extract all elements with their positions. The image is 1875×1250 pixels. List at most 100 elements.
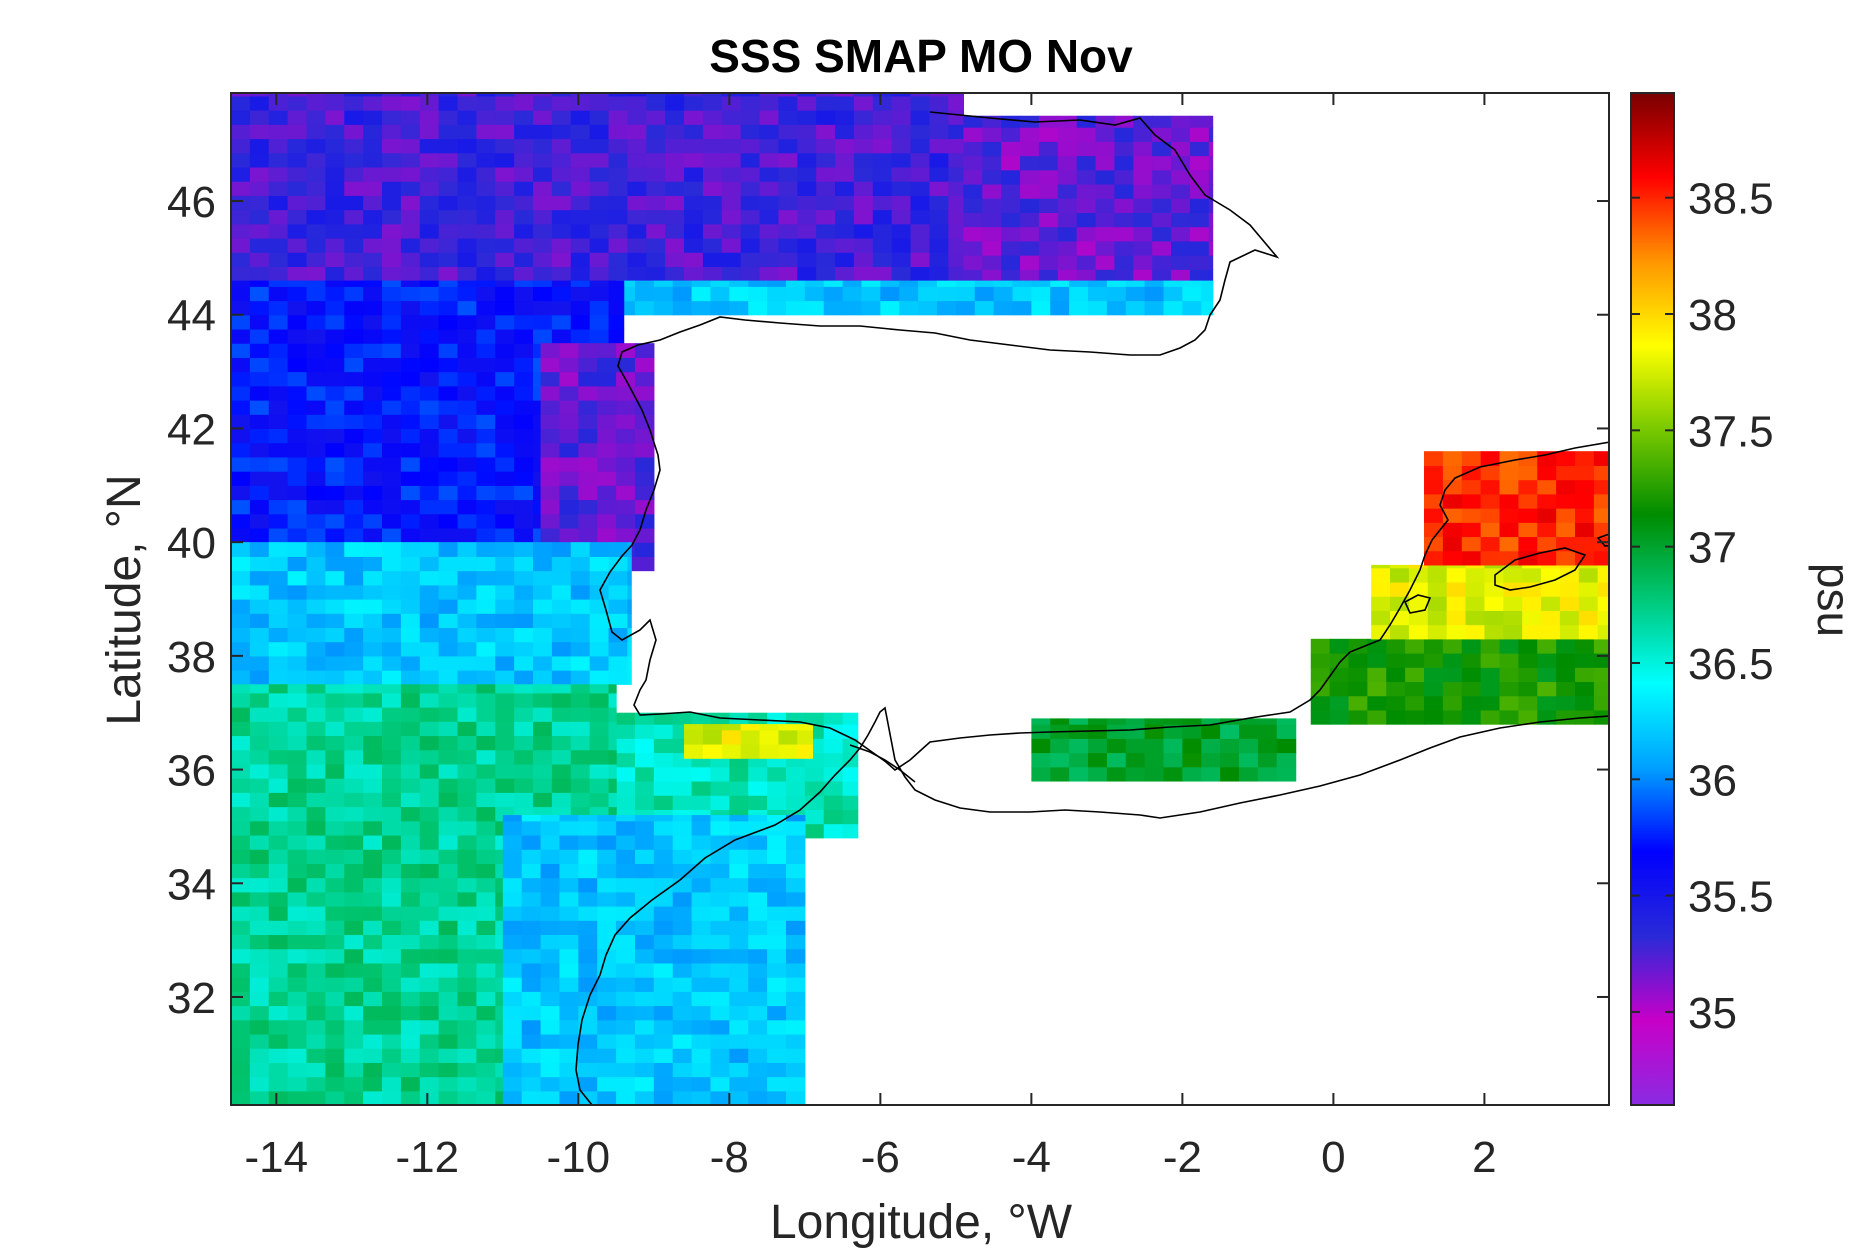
salinity-cell bbox=[438, 195, 459, 211]
salinity-cell bbox=[778, 729, 798, 745]
salinity-cell bbox=[729, 906, 749, 921]
salinity-cell bbox=[231, 834, 251, 850]
salinity-cell bbox=[514, 613, 534, 629]
salinity-cell bbox=[1446, 567, 1467, 583]
salinity-cell bbox=[363, 877, 383, 893]
salinity-cell bbox=[419, 735, 440, 751]
salinity-cell bbox=[948, 93, 965, 97]
salinity-cell bbox=[325, 763, 345, 779]
salinity-cell bbox=[627, 181, 647, 196]
salinity-cell bbox=[578, 1076, 598, 1092]
salinity-cell bbox=[842, 724, 859, 739]
salinity-cell bbox=[419, 834, 440, 850]
salinity-cell bbox=[287, 1005, 308, 1021]
salinity-cell bbox=[419, 778, 440, 793]
salinity-cell bbox=[653, 1019, 674, 1035]
salinity-cell bbox=[785, 1090, 806, 1105]
salinity-cell bbox=[578, 1048, 598, 1063]
salinity-cell bbox=[797, 724, 814, 731]
salinity-cell bbox=[872, 93, 893, 97]
salinity-cell bbox=[823, 300, 844, 316]
salinity-cell bbox=[1201, 724, 1221, 739]
salinity-cell bbox=[438, 792, 459, 808]
salinity-cell bbox=[540, 891, 561, 907]
salinity-cell bbox=[514, 707, 534, 722]
salinity-cell bbox=[344, 513, 364, 529]
salinity-cell bbox=[710, 795, 730, 810]
salinity-cell bbox=[325, 1076, 345, 1092]
salinity-cell bbox=[1427, 624, 1448, 640]
salinity-cell bbox=[400, 280, 421, 287]
salinity-cell bbox=[495, 371, 515, 387]
salinity-cell bbox=[1480, 681, 1501, 697]
salinity-cell bbox=[1310, 653, 1331, 668]
salinity-cell bbox=[306, 792, 326, 808]
salinity-cell bbox=[533, 655, 553, 671]
salinity-cell bbox=[457, 371, 477, 387]
salinity-cell bbox=[710, 849, 730, 864]
salinity-cell bbox=[231, 93, 251, 97]
salinity-cell bbox=[287, 556, 308, 572]
salinity-cell bbox=[306, 977, 326, 992]
salinity-cell bbox=[287, 166, 308, 182]
salinity-cell bbox=[948, 252, 965, 268]
salinity-cell bbox=[306, 599, 326, 614]
salinity-cell bbox=[1329, 667, 1350, 683]
salinity-cell bbox=[231, 584, 251, 600]
salinity-cell bbox=[1106, 766, 1127, 782]
salinity-cell bbox=[363, 849, 383, 864]
salinity-cell bbox=[570, 721, 591, 737]
salinity-cell bbox=[1465, 624, 1486, 640]
salinity-cell bbox=[476, 778, 496, 793]
salinity-cell bbox=[363, 627, 383, 643]
salinity-cell bbox=[797, 223, 817, 239]
salinity-cell bbox=[533, 599, 553, 614]
salinity-cell bbox=[476, 655, 496, 671]
salinity-cell bbox=[502, 863, 523, 879]
salinity-cell bbox=[514, 749, 534, 765]
salinity-cell bbox=[1408, 596, 1429, 611]
salinity-cell bbox=[880, 286, 900, 302]
salinity-cell bbox=[672, 1062, 693, 1078]
salinity-cell bbox=[1442, 522, 1463, 538]
salinity-cell bbox=[608, 280, 625, 287]
salinity-cell bbox=[634, 513, 655, 529]
colorbar-tick-label: 35 bbox=[1688, 989, 1737, 1038]
salinity-cell bbox=[514, 655, 534, 671]
salinity-cell bbox=[597, 1090, 617, 1105]
salinity-cell bbox=[578, 962, 598, 978]
salinity-cell bbox=[578, 357, 598, 373]
salinity-cell bbox=[1001, 212, 1021, 228]
salinity-cell bbox=[778, 252, 798, 268]
salinity-cell bbox=[691, 920, 712, 936]
salinity-cell bbox=[231, 456, 251, 472]
salinity-cell bbox=[785, 849, 806, 864]
salinity-cell bbox=[729, 820, 749, 836]
salinity-cell bbox=[382, 385, 402, 401]
salinity-cell bbox=[634, 300, 655, 316]
salinity-cell bbox=[249, 920, 270, 936]
salinity-cell bbox=[634, 820, 655, 836]
salinity-cell bbox=[616, 1033, 636, 1049]
salinity-cell bbox=[495, 357, 515, 373]
salinity-cell bbox=[616, 456, 636, 472]
salinity-cell bbox=[325, 792, 345, 808]
salinity-cell bbox=[627, 95, 647, 111]
salinity-cell bbox=[268, 527, 289, 543]
salinity-cell bbox=[457, 778, 477, 793]
salinity-cell bbox=[1499, 695, 1519, 711]
salinity-cell bbox=[1257, 752, 1278, 768]
salinity-cell bbox=[1442, 550, 1463, 566]
salinity-cell bbox=[325, 934, 345, 950]
salinity-cell bbox=[476, 570, 496, 586]
salinity-cell bbox=[785, 280, 806, 287]
salinity-cell bbox=[476, 209, 496, 225]
salinity-cell bbox=[948, 138, 965, 154]
salinity-cell bbox=[400, 735, 421, 751]
salinity-cell bbox=[363, 1076, 383, 1092]
salinity-cell bbox=[438, 152, 459, 168]
salinity-cell bbox=[438, 385, 459, 401]
salinity-cell bbox=[559, 371, 579, 387]
salinity-cell bbox=[400, 849, 421, 864]
salinity-cell bbox=[570, 684, 591, 694]
